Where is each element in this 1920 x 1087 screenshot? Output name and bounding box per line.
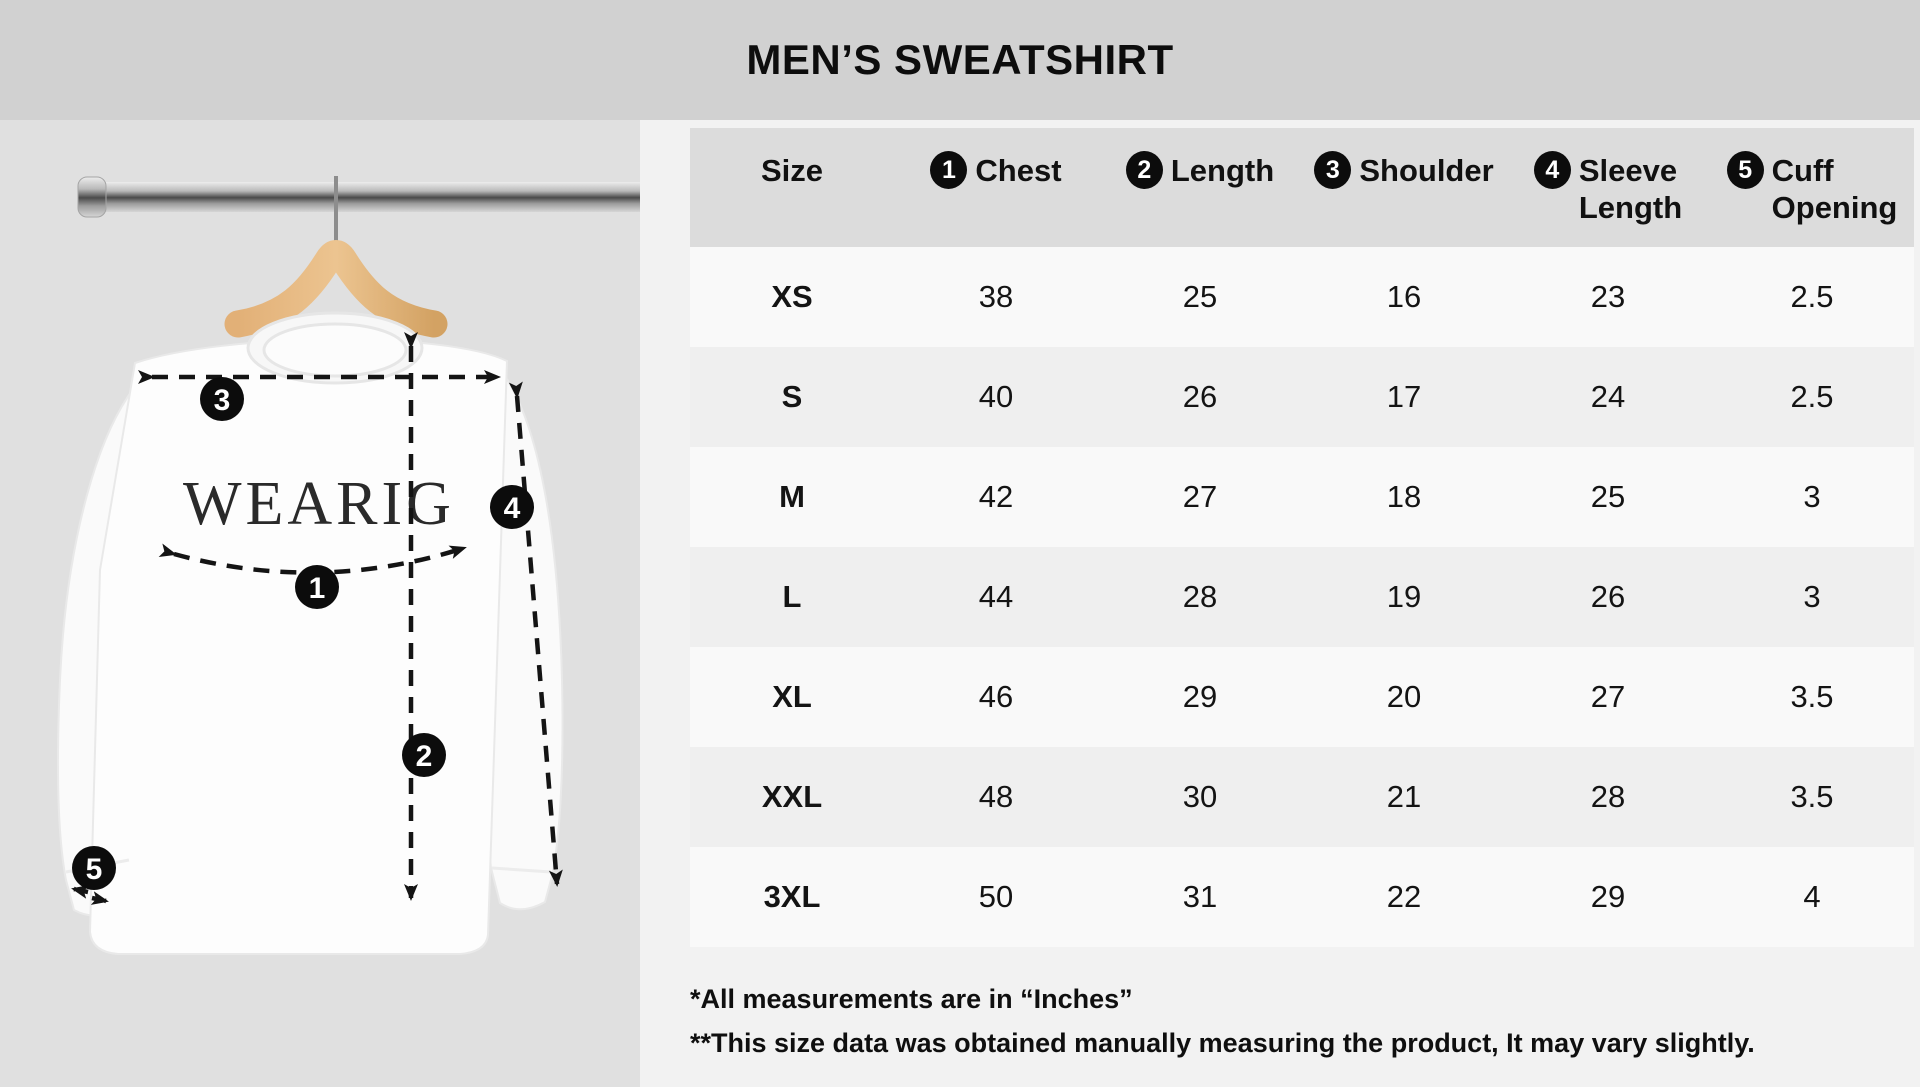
shoulder-value: 16 <box>1386 279 1422 314</box>
size-label: XXL <box>761 779 823 814</box>
cuff-opening-value: 3 <box>1803 579 1821 614</box>
column-number-badge: 1 <box>930 151 968 189</box>
table-row-l: L 44 28 19 26 3 <box>690 547 1914 647</box>
column-header-size: Size <box>690 128 894 247</box>
product-image-panel: WEARIG 1 2 3 <box>0 120 640 1087</box>
svg-text:3: 3 <box>214 384 231 417</box>
column-number-badge: 3 <box>1314 151 1352 189</box>
chest-value: 46 <box>978 679 1014 714</box>
length-value: 25 <box>1182 279 1218 314</box>
table-row-xxl: XXL 48 30 21 28 3.5 <box>690 747 1914 847</box>
column-number-badge: 4 <box>1533 151 1571 189</box>
column-header-length: 2 Length <box>1098 128 1302 247</box>
chest-value: 50 <box>978 879 1014 914</box>
svg-text:2: 2 <box>416 740 433 773</box>
sleeve-measure-line <box>508 381 563 887</box>
sweatshirt-illustration: WEARIG 1 2 3 <box>57 176 640 955</box>
chest-value: 44 <box>978 579 1014 614</box>
sleeve-length-value: 27 <box>1590 679 1626 714</box>
table-body: XS 38 25 16 23 2.5 S 40 26 17 24 2.5 M 42 27 18 25 3 L 44 28… <box>690 247 1914 947</box>
chest-value: 48 <box>978 779 1014 814</box>
marker-chest: 1 <box>295 565 339 609</box>
sleeve-length-value: 24 <box>1590 379 1626 414</box>
chest-value: 42 <box>978 479 1014 514</box>
size-label: XS <box>771 279 813 314</box>
chest-value: 40 <box>978 379 1014 414</box>
collar <box>246 311 424 385</box>
footnotes: *All measurements are in “Inches” **This… <box>690 984 1755 1072</box>
size-label: 3XL <box>763 879 821 914</box>
size-label: M <box>779 479 805 514</box>
svg-text:1: 1 <box>309 572 326 605</box>
size-label: S <box>781 379 803 414</box>
sleeve-length-value: 29 <box>1590 879 1626 914</box>
cuff-opening-value: 2.5 <box>1790 379 1834 414</box>
marker-cuff-opening: 5 <box>72 846 116 890</box>
table-row-xl: XL 46 29 20 27 3.5 <box>690 647 1914 747</box>
column-number-badge: 2 <box>1125 151 1163 189</box>
column-header-shoulder: 3 Shoulder <box>1302 128 1506 247</box>
column-label: Shoulder <box>1359 153 1494 188</box>
shoulder-value: 17 <box>1386 379 1422 414</box>
table-row-3xl: 3XL 50 31 22 29 4 <box>690 847 1914 947</box>
shoulder-value: 18 <box>1386 479 1422 514</box>
footnote-disclaimer: **This size data was obtained manually m… <box>690 1028 1755 1058</box>
length-value: 30 <box>1182 779 1218 814</box>
size-label: L <box>782 579 802 614</box>
cuff-opening-value: 4 <box>1803 879 1821 914</box>
shoulder-value: 21 <box>1386 779 1422 814</box>
length-value: 27 <box>1182 479 1218 514</box>
cuff-measure-left-arrow <box>71 885 90 899</box>
svg-text:5: 5 <box>86 853 103 886</box>
table-header-row: Size 1 Chest 2 Length 3 Shoulder 4 Sleeve Length… <box>690 128 1914 247</box>
chest-value: 38 <box>978 279 1014 314</box>
length-value: 29 <box>1182 679 1218 714</box>
clothes-rod <box>77 176 640 218</box>
footnote-units: *All measurements are in “Inches” <box>690 984 1133 1014</box>
length-value: 31 <box>1182 879 1218 914</box>
column-label: Cuff Opening <box>1771 153 1898 225</box>
length-value: 26 <box>1182 379 1218 414</box>
marker-length: 2 <box>402 733 446 777</box>
shirt-body <box>88 338 509 955</box>
marker-shoulder: 3 <box>200 377 244 421</box>
sleeve-length-value: 28 <box>1590 779 1626 814</box>
shoulder-value: 20 <box>1386 679 1422 714</box>
brand-text: WEARIG <box>183 470 455 538</box>
sleeve-length-value: 25 <box>1590 479 1626 514</box>
cuff-opening-value: 3.5 <box>1790 679 1834 714</box>
table-row-m: M 42 27 18 25 3 <box>690 447 1914 547</box>
column-label: Length <box>1170 153 1275 188</box>
column-label: Size <box>760 153 824 188</box>
shoulder-value: 19 <box>1386 579 1422 614</box>
marker-sleeve-length: 4 <box>490 485 534 529</box>
size-label: XL <box>772 679 812 714</box>
table-row-xs: XS 38 25 16 23 2.5 <box>690 247 1914 347</box>
sleeve-length-value: 23 <box>1590 279 1626 314</box>
title-bar: MEN’S SWEATSHIRT <box>0 0 1920 120</box>
shoulder-value: 22 <box>1386 879 1422 914</box>
page-title: MEN’S SWEATSHIRT <box>746 36 1174 83</box>
length-value: 28 <box>1182 579 1218 614</box>
size-table: Size 1 Chest 2 Length 3 Shoulder 4 Sleeve Length… <box>690 128 1914 947</box>
sleeve-length-value: 26 <box>1590 579 1626 614</box>
table-row-s: S 40 26 17 24 2.5 <box>690 347 1914 447</box>
hanger <box>224 176 448 338</box>
cuff-opening-value: 3 <box>1803 479 1821 514</box>
sweatshirt <box>57 311 564 955</box>
column-label: Sleeve Length <box>1578 153 1683 225</box>
cuff-measure-right-arrow <box>90 891 109 905</box>
column-header-sleeve-length: 4 Sleeve Length <box>1506 128 1710 247</box>
cuff-opening-value: 2.5 <box>1790 279 1834 314</box>
svg-text:4: 4 <box>504 492 521 525</box>
column-number-badge: 5 <box>1726 151 1764 189</box>
cuff-opening-value: 3.5 <box>1790 779 1834 814</box>
column-header-chest: 1 Chest <box>894 128 1098 247</box>
column-label: Chest <box>975 153 1062 188</box>
column-header-cuff-opening: 5 Cuff Opening <box>1710 128 1914 247</box>
